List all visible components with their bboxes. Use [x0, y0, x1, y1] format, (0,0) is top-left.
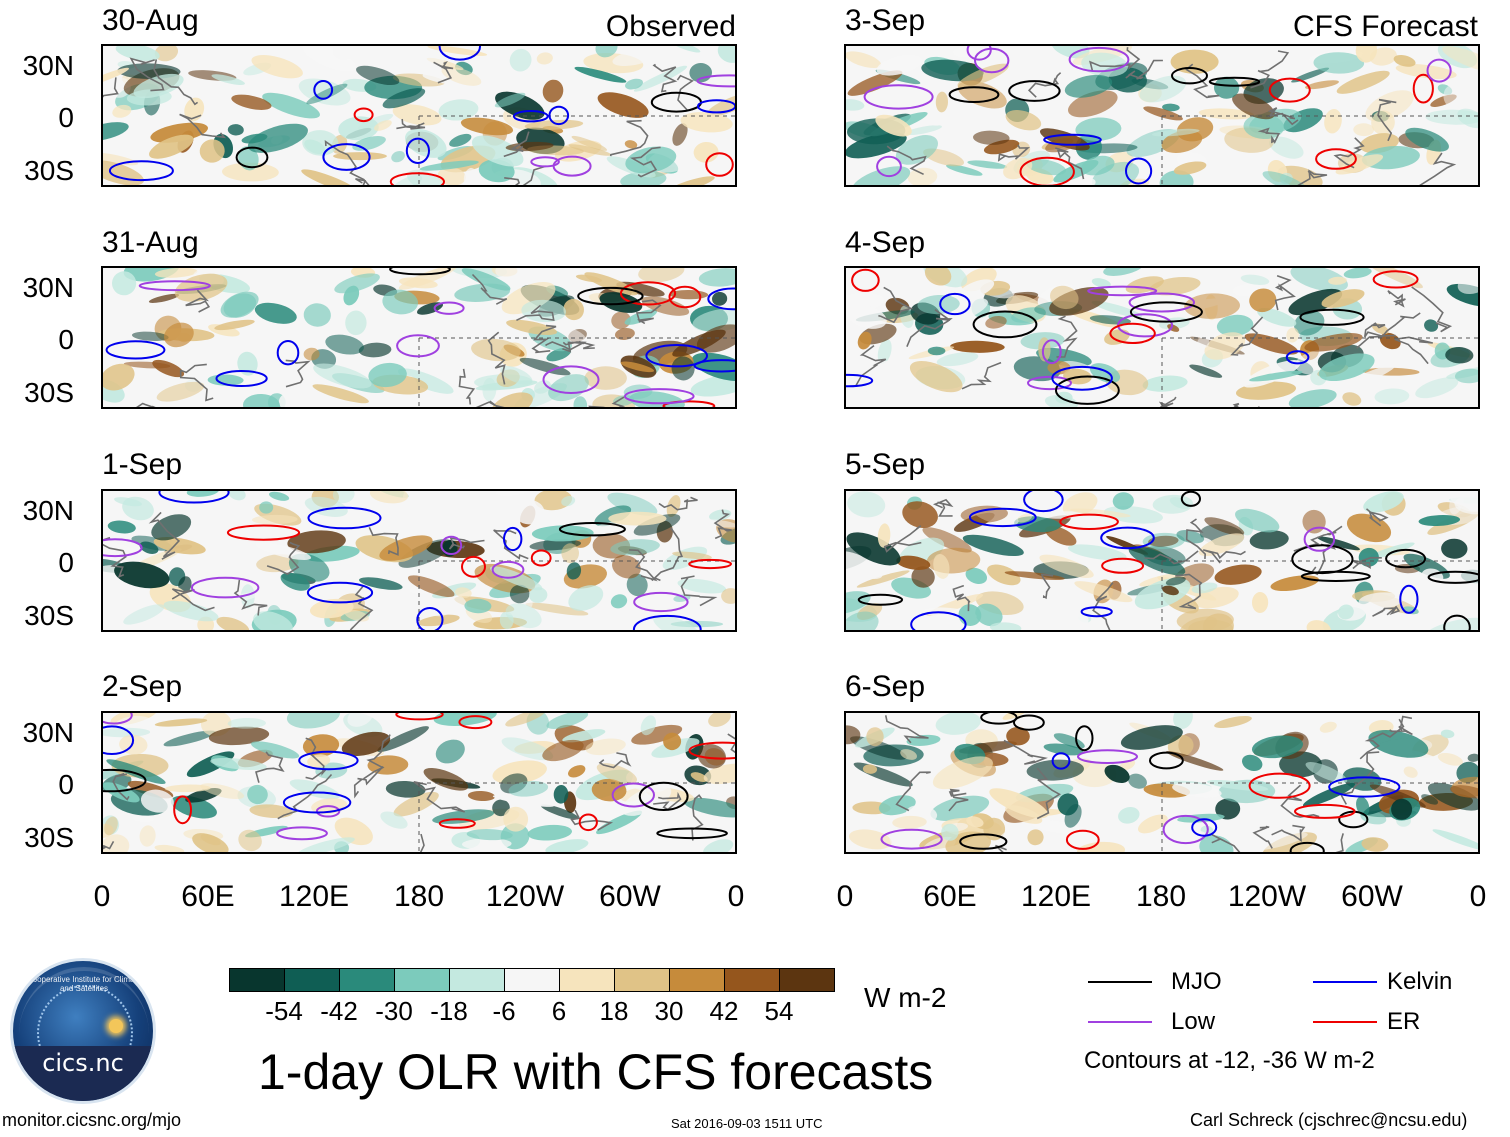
lon-label: 120W [1227, 880, 1307, 913]
panel-date: 30-Aug [102, 4, 199, 37]
panel-date: 3-Sep [845, 4, 926, 37]
panel-tag-forecast: CFS Forecast [1292, 10, 1478, 43]
colorbar-label: -6 [492, 996, 516, 1026]
legend-note: Contours at -12, -36 W m-2 [1084, 1047, 1375, 1074]
panel-tag-observed: Observed [605, 10, 736, 43]
colorbar-label: 6 [551, 996, 567, 1026]
colorbar-label: -30 [375, 996, 413, 1026]
lat-label: 30N [22, 717, 74, 748]
footer-url[interactable]: monitor.cicsnc.org/mjo [2, 1110, 182, 1130]
olr-map [101, 711, 737, 854]
footer-timestamp: Sat 2016-09-03 1511 UTC [671, 1116, 823, 1131]
lat-label: 30S [24, 600, 74, 631]
colorbar-swatch [669, 968, 725, 992]
olr-map [844, 44, 1480, 187]
panel-date: 31-Aug [102, 226, 199, 259]
panel-date: 1-Sep [102, 448, 183, 481]
figure-title: 1-day OLR with CFS forecasts [258, 1044, 934, 1100]
colorbar-swatch [724, 968, 780, 992]
footer-credit: Carl Schreck (cjschrec@ncsu.edu) [1190, 1110, 1468, 1130]
lat-label: 0 [58, 324, 74, 355]
lon-label: 120W [485, 880, 565, 913]
colorbar-swatch [779, 968, 835, 992]
logo-ring-text: Cooperative Institute for Climate and Sa… [26, 975, 142, 993]
colorbar-swatch [559, 968, 615, 992]
legend-line-kelvin [1313, 981, 1377, 983]
lat-label: 0 [58, 102, 74, 133]
lat-label: 30N [22, 495, 74, 526]
legend-label-low: Low [1171, 1008, 1216, 1035]
lon-label: 180 [393, 880, 445, 913]
lon-label: 60W [599, 880, 661, 913]
legend-label-er: ER [1387, 1008, 1421, 1035]
legend-line-mjo [1088, 981, 1152, 983]
lat-label: 30S [24, 377, 74, 408]
lon-label: 120E [278, 880, 350, 913]
lat-label: 30S [24, 822, 74, 853]
colorbar-swatch [229, 968, 285, 992]
panel-date: 2-Sep [102, 670, 183, 703]
panel-date: 4-Sep [845, 226, 926, 259]
colorbar-label: -42 [320, 996, 358, 1026]
lat-label: 30S [24, 155, 74, 186]
panel-date: 6-Sep [845, 670, 926, 703]
lon-label: 60E [923, 880, 977, 913]
legend-label-kelvin: Kelvin [1387, 968, 1453, 995]
logo-text: cics.nc [42, 1049, 124, 1077]
legend-label-mjo: MJO [1171, 968, 1222, 995]
colorbar-label: 42 [709, 996, 739, 1026]
colorbar-label: 54 [764, 996, 794, 1026]
panel-date: 5-Sep [845, 448, 926, 481]
colorbar-label: -54 [265, 996, 303, 1026]
lon-label: 0 [836, 880, 854, 913]
lon-label: 0 [1469, 880, 1487, 913]
olr-map [844, 711, 1480, 854]
lat-label: 0 [58, 547, 74, 578]
lon-label: 180 [1135, 880, 1187, 913]
olr-map [101, 44, 737, 187]
lon-label: 120E [1020, 880, 1092, 913]
olr-map [844, 489, 1480, 632]
olr-map [101, 489, 737, 632]
lat-label: 30N [22, 50, 74, 81]
colorbar-label: -18 [430, 996, 468, 1026]
colorbar-swatch [504, 968, 560, 992]
cicsnc-logo: cics.nc Cooperative Institute for Climat… [10, 958, 156, 1104]
lat-label: 0 [58, 769, 74, 800]
colorbar-swatch [614, 968, 670, 992]
colorbar-swatches [229, 968, 835, 992]
colorbar-swatch [284, 968, 340, 992]
colorbar-swatch [394, 968, 450, 992]
colorbar-label: 30 [654, 996, 684, 1026]
colorbar-label: 18 [599, 996, 629, 1026]
lat-label: 30N [22, 272, 74, 303]
olr-map [844, 266, 1480, 409]
colorbar-swatch [339, 968, 395, 992]
lon-label: 0 [93, 880, 111, 913]
legend-line-low [1088, 1021, 1152, 1023]
colorbar-units: W m-2 [864, 982, 947, 1013]
olr-map [101, 266, 737, 409]
lon-label: 60E [181, 880, 235, 913]
colorbar-swatch [449, 968, 505, 992]
lon-label: 60W [1341, 880, 1403, 913]
lon-label: 0 [727, 880, 745, 913]
legend-line-er [1313, 1021, 1377, 1023]
sun-icon [109, 1019, 123, 1033]
